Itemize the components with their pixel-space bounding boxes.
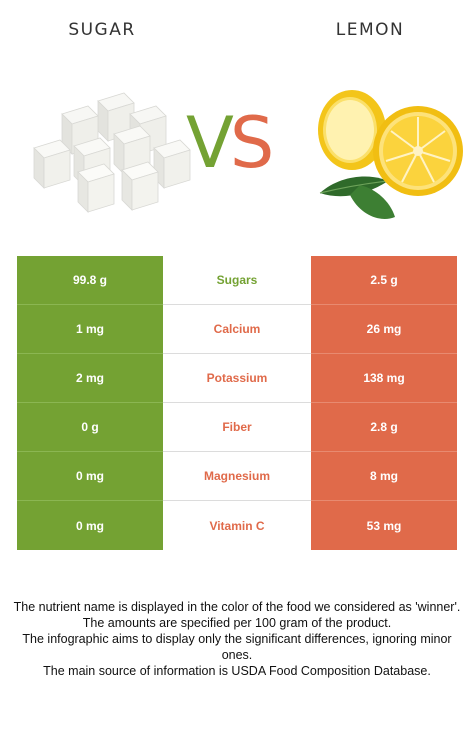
left-value: 2 mg [17,354,163,403]
left-food-title: SUGAR [68,20,136,40]
footer-line-3: The infographic aims to display only the… [22,632,452,662]
nutrient-name: Vitamin C [209,518,265,533]
right-value: 138 mg [311,354,457,403]
left-value: 1 mg [17,305,163,354]
nutrient-name: Sugars [163,256,311,305]
right-food-title: LEMON [335,20,405,40]
sugar-cubes-image [33,92,191,213]
right-value: 2.8 g [311,403,457,452]
right-value: 53 mg [311,501,457,550]
table-row: 0 g Fiber 2.8 g [17,403,457,452]
table-row: 99.8 g Sugars 2.5 g [17,256,457,305]
footer-notes: The nutrient name is displayed in the co… [12,599,462,679]
nutrient-name: Magnesium [163,452,311,501]
table-row: 2 mg Potassium 138 mg [17,354,457,403]
nutrient-name: Calcium [163,305,311,354]
table-row: 0 mg Vitamin C 53 mg [17,501,457,550]
footer-line-2: The amounts are specified per 100 gram o… [82,616,392,630]
left-value: 0 g [17,403,163,452]
right-value: 26 mg [311,305,457,354]
table-row: 0 mg Magnesium 8 mg [17,452,457,501]
vs-v-letter: V [186,102,234,184]
vs-s-letter: S [229,102,274,184]
footer-line-1: The nutrient name is displayed in the co… [13,600,461,614]
left-value: 0 mg [17,501,163,550]
nutrient-name: Potassium [163,354,311,403]
table-row: 1 mg Calcium 26 mg [17,305,457,354]
left-value: 0 mg [17,452,163,501]
footer-line-4: The main source of information is USDA F… [43,664,431,678]
nutrient-name: Fiber [163,403,311,452]
right-value: 8 mg [311,452,457,501]
lemon-image [318,90,463,219]
right-value: 2.5 g [311,256,457,305]
vs-label: VS [186,108,274,178]
left-value: 99.8 g [17,256,163,305]
